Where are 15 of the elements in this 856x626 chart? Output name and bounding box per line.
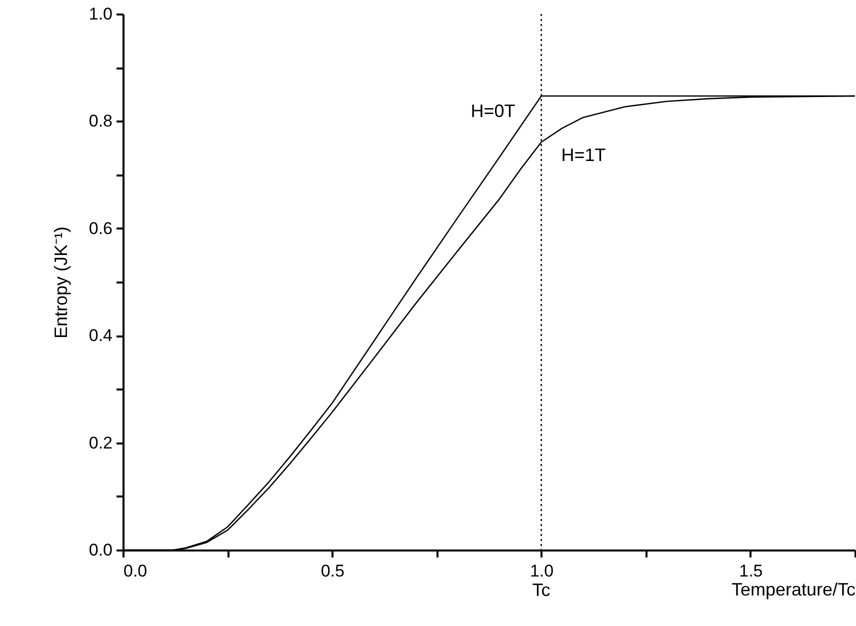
y-tick-label: 1.0 bbox=[88, 4, 112, 24]
ref-line-label: Tc bbox=[532, 580, 550, 600]
y-tick-label: 0.2 bbox=[88, 433, 112, 452]
y-axis-title: Entropy (JK⁻¹) bbox=[50, 226, 71, 339]
x-tick-label: 0.5 bbox=[320, 562, 344, 580]
x-tick-label: 1.5 bbox=[739, 562, 763, 580]
x-tick-label: 1.0 bbox=[530, 562, 554, 580]
series-label: H=0T bbox=[470, 101, 516, 122]
y-tick-label: 0.4 bbox=[88, 326, 112, 346]
y-tick-label: 0.8 bbox=[88, 112, 112, 131]
series-label: H=1T bbox=[561, 145, 606, 166]
y-tick-label: 0.6 bbox=[88, 218, 112, 238]
y-tick-label: 0.0 bbox=[88, 540, 112, 560]
x-tick-label: 0.0 bbox=[124, 562, 148, 580]
x-axis-title: Temperature/Tc bbox=[731, 580, 856, 600]
